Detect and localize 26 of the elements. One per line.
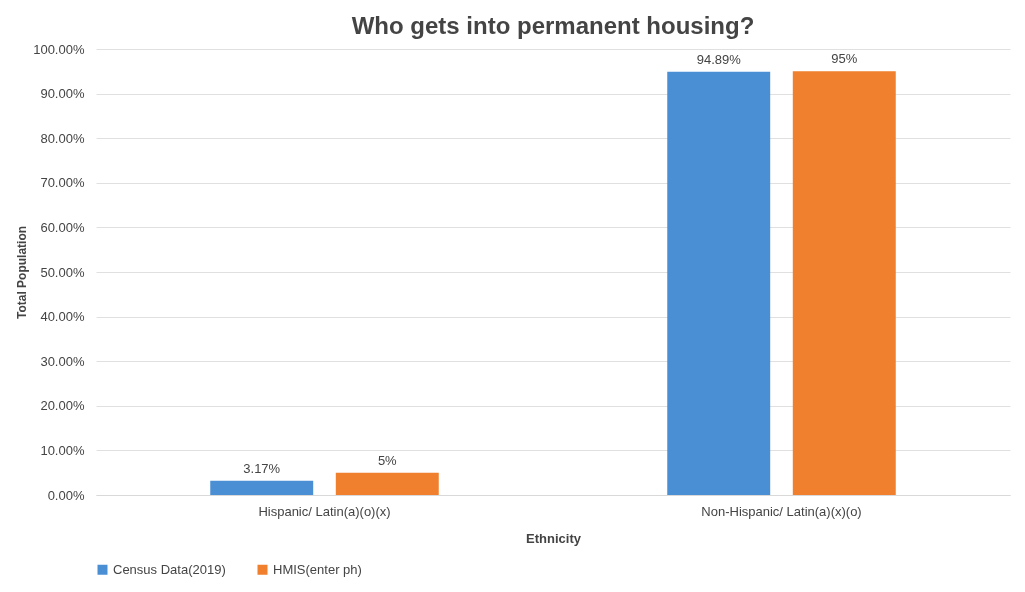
x-tick-label: Hispanic/ Latin(a)(o)(x): [258, 503, 391, 519]
data-label: 5%: [377, 452, 398, 468]
data-label: 3.17%: [243, 460, 281, 476]
data-label: 95%: [831, 51, 858, 67]
y-tick-label: 60.00%: [40, 219, 85, 235]
y-tick-label: 30.00%: [40, 353, 85, 369]
bar: [792, 71, 896, 495]
x-axis-title: Ethnicity: [526, 530, 582, 546]
legend-label: Census Data(2019): [113, 561, 226, 577]
y-tick-label: 40.00%: [40, 309, 85, 325]
x-tick-label: Non-Hispanic/ Latin(a)(x)(o): [701, 503, 862, 519]
chart-title: Who gets into permanent housing?: [351, 12, 755, 39]
bar: [210, 480, 314, 495]
y-tick-label: 10.00%: [40, 442, 85, 458]
y-tick-label: 70.00%: [40, 175, 85, 191]
y-tick-label: 20.00%: [40, 398, 85, 414]
y-axis-title: Total Population: [15, 225, 30, 320]
y-tick-label: 50.00%: [40, 264, 85, 280]
bar: [667, 71, 771, 495]
y-tick-label: 0.00%: [47, 487, 85, 503]
y-tick-label: 90.00%: [40, 86, 85, 102]
y-tick-label: 80.00%: [40, 130, 85, 146]
legend-label: HMIS(enter ph): [273, 561, 362, 577]
data-label: 94.89%: [696, 51, 742, 67]
y-tick-label: 100.00%: [33, 41, 85, 57]
bar: [335, 472, 439, 495]
